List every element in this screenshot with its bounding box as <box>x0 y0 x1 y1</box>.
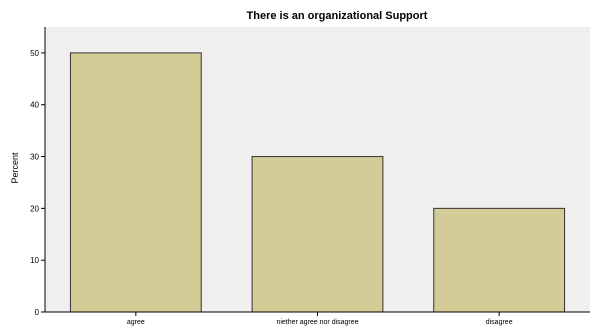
bar-niether-agree-nor-disagree <box>251 156 384 313</box>
bar-group <box>69 52 566 313</box>
y-tick-label: 20 <box>30 204 39 213</box>
y-tick-label: 0 <box>35 308 40 317</box>
y-tick-label: 10 <box>30 256 39 265</box>
bar-agree <box>69 52 202 313</box>
y-axis-label: Percent <box>10 152 20 184</box>
y-tick-label: 30 <box>30 153 39 162</box>
chart-title: There is an organizational Support <box>247 10 428 22</box>
bar-disagree <box>433 207 566 313</box>
x-axis-category-labels: agree niether agree nor disagree disagree <box>127 312 513 326</box>
x-category-label: agree <box>127 319 145 326</box>
x-category-label: niether agree nor disagree <box>276 319 358 326</box>
y-tick-label: 40 <box>30 101 39 110</box>
y-tick-label: 50 <box>30 49 39 58</box>
x-category-label: disagree <box>486 319 513 326</box>
y-axis-ticks: 0 10 20 30 40 50 <box>30 49 45 317</box>
